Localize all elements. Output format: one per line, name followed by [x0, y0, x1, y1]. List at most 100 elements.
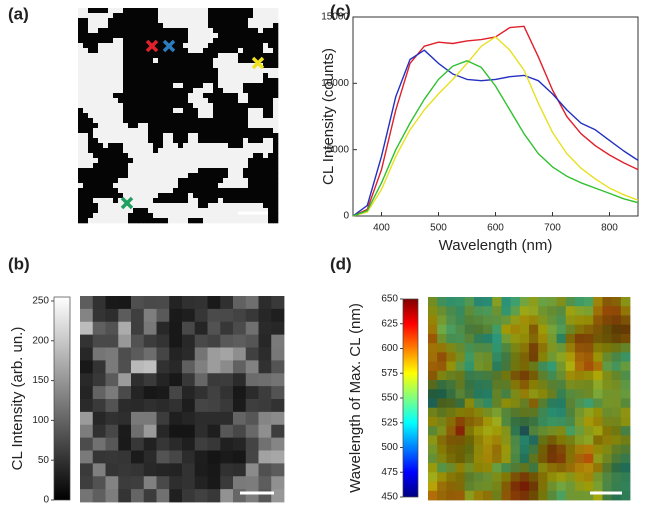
- pixel: [178, 23, 184, 29]
- pixel: [178, 8, 184, 14]
- pixel: [464, 315, 475, 326]
- pixel: [168, 123, 174, 129]
- pixel: [437, 416, 447, 427]
- pixel: [188, 93, 194, 99]
- pixel: [103, 108, 109, 114]
- pixel: [253, 198, 259, 204]
- pixel: [156, 437, 170, 451]
- pixel: [92, 424, 106, 439]
- pixel: [93, 193, 99, 199]
- pixel: [143, 148, 149, 154]
- pixel: [253, 158, 259, 164]
- pixel: [574, 435, 585, 446]
- pixel: [492, 315, 502, 326]
- pixel: [213, 123, 219, 129]
- pixel: [228, 193, 234, 199]
- pixel: [169, 450, 183, 464]
- pixel: [437, 398, 447, 409]
- pixel: [243, 93, 249, 99]
- pixel: [446, 333, 456, 344]
- pixel: [473, 398, 484, 409]
- pixel: [203, 23, 209, 29]
- pixel: [183, 193, 189, 199]
- pixel: [78, 83, 84, 89]
- pixel: [158, 33, 164, 39]
- pixel: [501, 490, 512, 501]
- pixel: [208, 188, 214, 194]
- pixel: [143, 133, 149, 139]
- pixel: [118, 296, 132, 310]
- pixel: [464, 380, 475, 390]
- pixel: [148, 108, 154, 114]
- pixel: [220, 334, 234, 348]
- pixel: [178, 48, 184, 54]
- pixel: [233, 63, 239, 69]
- pixel: [519, 361, 530, 372]
- pixel: [233, 58, 239, 64]
- pixel: [253, 188, 259, 194]
- pixel: [529, 333, 539, 344]
- pixel: [263, 213, 269, 219]
- pixel: [93, 98, 99, 104]
- pixel: [178, 208, 184, 214]
- pixel: [113, 118, 119, 124]
- pixel: [253, 108, 259, 114]
- pixel: [213, 13, 219, 19]
- pixel: [593, 297, 603, 307]
- pixel: [455, 481, 466, 492]
- pixel: [143, 18, 149, 24]
- pixel: [547, 324, 557, 335]
- pixel: [268, 38, 274, 44]
- pixel: [556, 407, 567, 418]
- pixel: [258, 23, 264, 29]
- pixel: [213, 178, 219, 184]
- pixel: [273, 13, 279, 19]
- pixel: [248, 53, 254, 59]
- pixel: [620, 463, 631, 473]
- pixel: [118, 463, 132, 477]
- pixel: [233, 173, 239, 179]
- pixel: [163, 123, 169, 129]
- pixel: [446, 472, 456, 482]
- pixel: [88, 23, 94, 29]
- pixel: [223, 53, 229, 59]
- pixel: [198, 198, 204, 204]
- pixel: [218, 93, 224, 99]
- pixel: [464, 426, 475, 436]
- pixel: [529, 472, 539, 482]
- pixel: [198, 203, 204, 209]
- pixel: [620, 370, 631, 381]
- pixel: [178, 88, 184, 94]
- pixel: [158, 73, 164, 79]
- pixel: [238, 143, 244, 149]
- pixel: [248, 38, 254, 44]
- pixel: [143, 63, 149, 69]
- pixel: [182, 296, 196, 310]
- pixel: [556, 297, 567, 307]
- pixel: [113, 58, 119, 64]
- pixel: [188, 103, 194, 109]
- pixel: [103, 123, 109, 129]
- pixel: [245, 308, 259, 323]
- pixel: [611, 306, 622, 316]
- pixel: [83, 43, 89, 49]
- pixel: [238, 63, 244, 69]
- pixel: [203, 73, 209, 79]
- pixel: [138, 53, 144, 59]
- pixel: [218, 158, 224, 164]
- pixel: [233, 123, 239, 129]
- pixel: [183, 153, 189, 159]
- pixel: [203, 18, 209, 24]
- pixel: [183, 38, 189, 44]
- pixel: [118, 399, 132, 413]
- pixel: [602, 333, 613, 344]
- pixel: [238, 148, 244, 154]
- pixel: [243, 58, 249, 64]
- pixel: [602, 407, 613, 418]
- pixel: [233, 424, 247, 439]
- pixel: [243, 68, 249, 74]
- pixel: [148, 148, 154, 154]
- pixel: [258, 173, 264, 179]
- pixel: [194, 450, 208, 464]
- pixel: [103, 98, 109, 104]
